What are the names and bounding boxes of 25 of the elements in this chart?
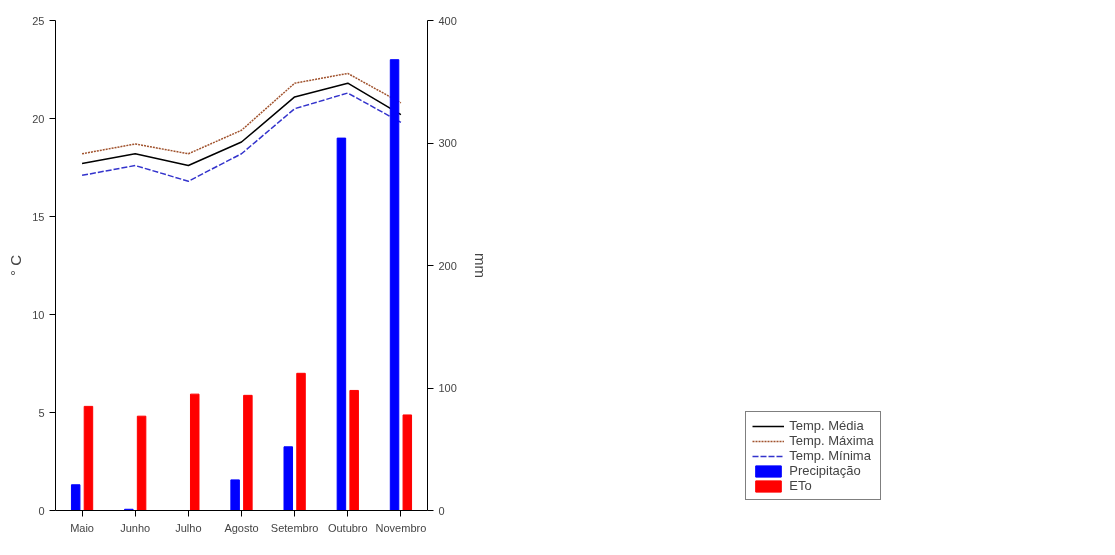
y2-tick-label: 400 <box>438 14 457 27</box>
legend-label: Temp. Máxima <box>789 433 874 448</box>
x-tick-label: Agosto <box>224 521 259 534</box>
legend-label: Temp. Mínima <box>789 448 871 463</box>
x-tick-label: Setembro <box>270 521 319 534</box>
legend-label: Temp. Média <box>789 418 864 433</box>
y-axis-title: ° C <box>7 254 25 276</box>
legend-label: ETo <box>789 478 812 493</box>
x-tick-label: Junho <box>120 521 151 534</box>
y2-axis-title: mm <box>471 253 489 278</box>
y-tick-label: 20 <box>32 112 45 125</box>
y-tick-label: 15 <box>32 210 45 223</box>
x-tick-label: Outubro <box>327 521 368 534</box>
y-tick-label: 5 <box>38 406 45 419</box>
y2-tick-label: 0 <box>438 504 445 517</box>
y-tick-label: 0 <box>38 504 45 517</box>
x-tick-label: Maio <box>70 521 94 534</box>
x-tick-label: Julho <box>175 521 202 534</box>
y-tick-label: 10 <box>32 308 45 321</box>
y2-tick-label: 300 <box>438 137 457 149</box>
y2-tick-label: 100 <box>438 382 457 394</box>
y2-tick-label: 200 <box>438 259 457 272</box>
legend-label: Precipitação <box>789 463 861 478</box>
x-tick-label: Novembro <box>375 521 427 534</box>
y-tick-label: 25 <box>32 14 45 27</box>
